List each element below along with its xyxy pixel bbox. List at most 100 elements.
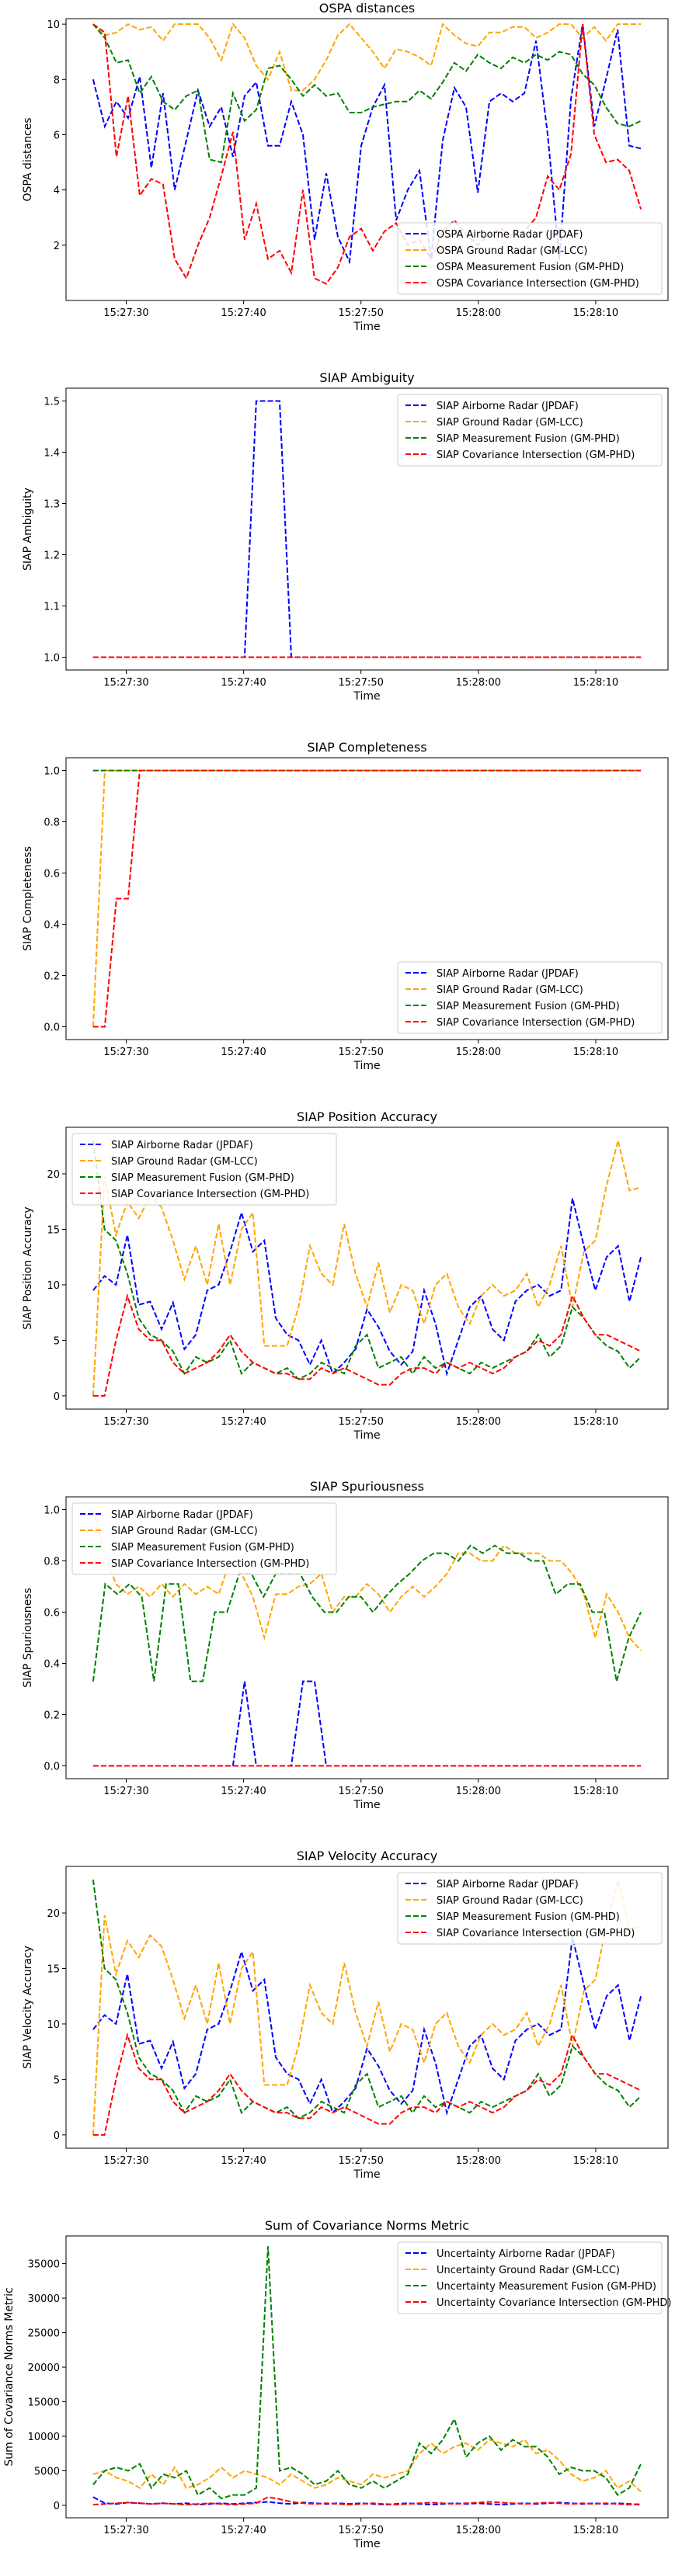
x-tick-label: 15:27:40 (221, 677, 266, 689)
series-line (92, 1509, 642, 1651)
x-axis-label: Time (353, 1429, 380, 1442)
x-tick-label: 15:27:50 (339, 677, 384, 689)
x-tick-label: 15:28:10 (573, 307, 618, 319)
legend-entry: SIAP Measurement Fusion (GM-PHD) (111, 1172, 294, 1184)
legend-entry: SIAP Covariance Intersection (GM-PHD) (437, 1928, 635, 1939)
y-axis-label: OSPA distances (22, 117, 34, 201)
x-tick-label: 15:28:10 (573, 1047, 618, 1058)
y-tick-label: 0.0 (43, 1762, 60, 1773)
plot-frame (65, 18, 669, 301)
legend-entry: SIAP Covariance Intersection (GM-PHD) (111, 1558, 309, 1570)
series-line (92, 1293, 642, 1397)
y-tick-label: 10 (47, 1280, 60, 1292)
legend-entry: SIAP Measurement Fusion (GM-PHD) (111, 1542, 294, 1554)
legend-box (397, 394, 663, 467)
x-tick-label: 15:27:30 (103, 1416, 148, 1428)
chart-6: Sum of Covariance Norms Metric 15:27:30 15… (3, 2218, 671, 2550)
y-axis-label: SIAP Ambiguity (22, 488, 34, 571)
y-tick-label: 4 (54, 186, 60, 197)
legend-box (71, 1502, 337, 1575)
y-tick-label: 8 (54, 75, 60, 86)
series-line (92, 2496, 642, 2506)
plot-frame (65, 1496, 669, 1779)
y-tick-label: 1.5 (43, 397, 60, 408)
x-tick-label: 15:27:30 (103, 1786, 148, 1797)
x-tick-label: 15:28:10 (573, 2525, 618, 2536)
legend-entry: OSPA Ground Radar (GM-LCC) (437, 245, 587, 257)
legend-entry: SIAP Airborne Radar (JPDAF) (111, 1509, 253, 1521)
legend: SIAP Airborne Radar (JPDAF) SIAP Ground R… (397, 961, 663, 1034)
y-axis-label: SIAP Spuriousness (22, 1588, 34, 1688)
y-tick-label: 1.0 (43, 1505, 60, 1517)
legend-entry: SIAP Covariance Intersection (GM-PHD) (111, 1189, 309, 1200)
legend: SIAP Airborne Radar (JPDAF) SIAP Ground R… (71, 1133, 337, 1206)
legend-box (397, 1872, 663, 1945)
chart-title: SIAP Completeness (307, 740, 426, 755)
y-tick-label: 0.2 (43, 1710, 60, 1722)
y-tick-label: 5 (54, 2074, 60, 2086)
x-tick-label: 15:27:40 (221, 1786, 266, 1797)
x-axis-label: Time (353, 1799, 380, 1811)
x-tick-label: 15:27:40 (221, 2525, 266, 2536)
plot-frame (65, 2235, 669, 2519)
y-tick-label: 2 (54, 241, 60, 252)
legend-entry: Uncertainty Airborne Radar (JPDAF) (437, 2248, 615, 2260)
legend-entry: Uncertainty Measurement Fusion (GM-PHD) (437, 2281, 656, 2293)
legend-box (397, 961, 663, 1034)
chart-1: SIAP Ambiguity 15:27:30 15:27:40 15:27:50 15… (22, 370, 669, 703)
y-tick-label: 5000 (34, 2467, 60, 2478)
series-line (92, 1879, 642, 2135)
legend-entry: SIAP Airborne Radar (JPDAF) (437, 968, 579, 980)
legend-box (71, 1133, 337, 1206)
legend-entry: SIAP Covariance Intersection (GM-PHD) (437, 1017, 635, 1029)
x-tick-label: 15:27:50 (339, 1047, 384, 1058)
chart-title: SIAP Velocity Accuracy (297, 1849, 437, 1863)
y-tick-label: 0.4 (43, 920, 60, 932)
x-tick-label: 15:27:40 (221, 1416, 266, 1428)
chart-0: OSPA distances 15:27:30 15:27:40 15:27:50 15… (22, 1, 669, 333)
plot-frame (65, 387, 669, 671)
y-tick-label: 20000 (28, 2362, 60, 2374)
series-line (92, 23, 642, 285)
y-tick-label: 15 (47, 1963, 60, 1975)
y-tick-label: 1.0 (43, 653, 60, 665)
y-tick-label: 0.8 (43, 818, 60, 829)
x-tick-label: 15:28:10 (573, 2155, 618, 2167)
y-tick-label: 0.2 (43, 971, 60, 983)
x-tick-label: 15:28:00 (456, 1786, 501, 1797)
y-tick-label: 10 (47, 2019, 60, 2031)
chart-title: SIAP Spuriousness (310, 1479, 424, 1494)
x-tick-label: 15:27:50 (339, 1786, 384, 1797)
series-line (92, 23, 642, 92)
y-tick-label: 0.8 (43, 1557, 60, 1568)
y-tick-label: 6 (54, 130, 60, 141)
legend-entry: SIAP Measurement Fusion (GM-PHD) (437, 433, 620, 445)
series-line (92, 2032, 642, 2136)
legend: Uncertainty Airborne Radar (JPDAF) Uncert… (397, 2241, 671, 2314)
chart-title: SIAP Ambiguity (319, 370, 414, 385)
x-tick-label: 15:27:30 (103, 677, 148, 689)
chart-2: SIAP Completeness 15:27:30 15:27:40 15:27:5… (22, 740, 669, 1072)
y-tick-label: 15000 (28, 2397, 60, 2409)
y-tick-label: 1.4 (43, 448, 60, 460)
y-tick-label: 0.6 (43, 869, 60, 880)
x-tick-label: 15:28:00 (456, 677, 501, 689)
legend-entry: SIAP Ground Radar (GM-LCC) (437, 1895, 583, 1907)
x-tick-label: 15:27:30 (103, 2155, 148, 2167)
y-tick-label: 25000 (28, 2328, 60, 2340)
legend-entry: SIAP Measurement Fusion (GM-PHD) (437, 1911, 620, 1923)
x-tick-label: 15:28:10 (573, 1416, 618, 1428)
x-axis-label: Time (353, 1060, 380, 1072)
x-tick-label: 15:28:00 (456, 1416, 501, 1428)
y-tick-label: 0.6 (43, 1608, 60, 1620)
legend-entry: SIAP Airborne Radar (JPDAF) (437, 1879, 579, 1890)
series-line (92, 1140, 642, 1380)
y-tick-label: 0 (54, 1391, 60, 1403)
series-line (92, 2246, 642, 2500)
legend-entry: SIAP Ground Radar (GM-LCC) (437, 417, 583, 429)
x-tick-label: 15:27:50 (339, 307, 384, 319)
legend: SIAP Airborne Radar (JPDAF) SIAP Ground R… (397, 1872, 663, 1945)
y-tick-label: 10 (47, 19, 60, 31)
x-tick-label: 15:27:50 (339, 2155, 384, 2167)
